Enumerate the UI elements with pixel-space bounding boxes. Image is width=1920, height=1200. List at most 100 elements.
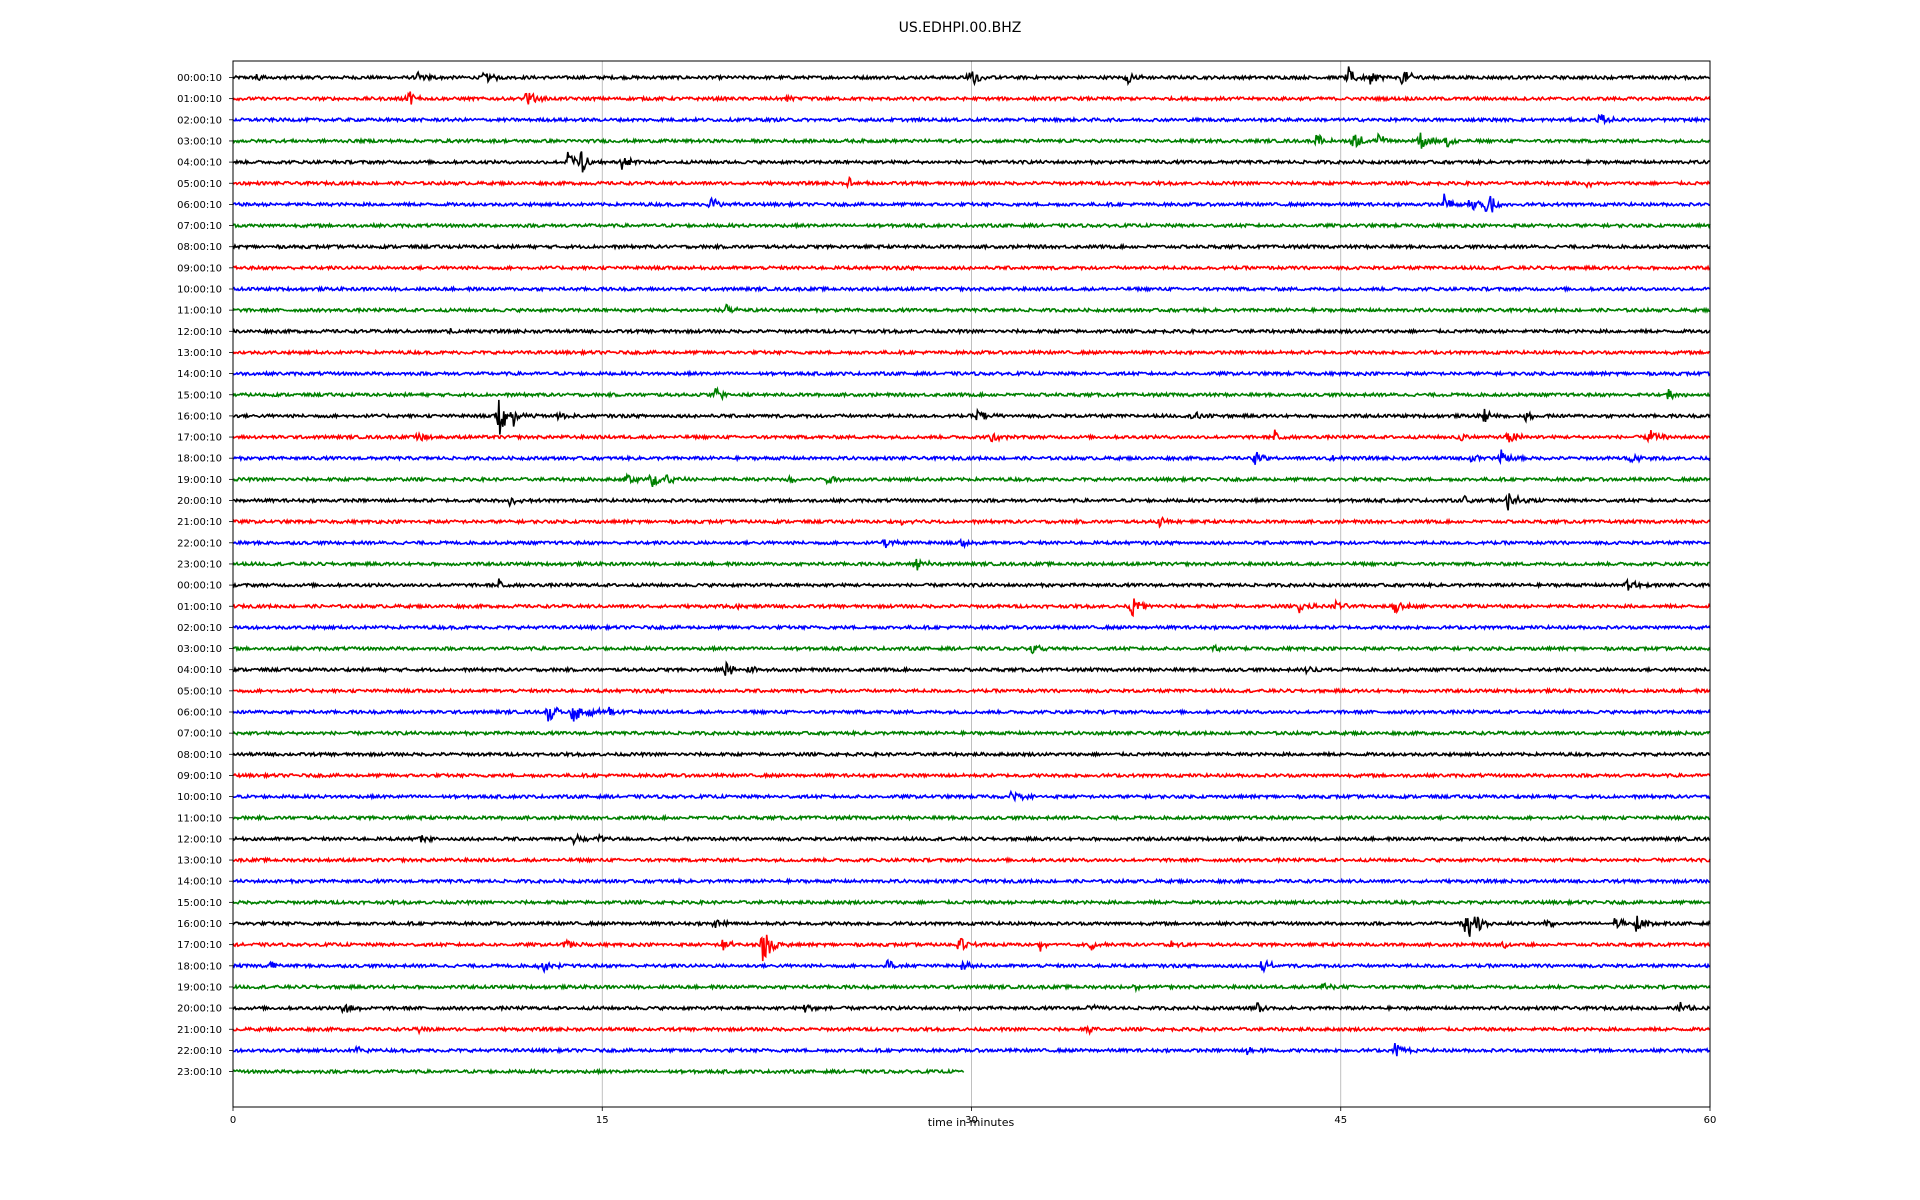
trace-row-46 xyxy=(232,1043,1711,1057)
trace-row-8 xyxy=(232,242,1711,251)
row-label-29: 05:00:10 xyxy=(177,686,222,697)
trace-row-47 xyxy=(232,1067,965,1076)
trace-row-14 xyxy=(232,369,1711,378)
row-label-14: 14:00:10 xyxy=(177,369,222,380)
trace-row-25 xyxy=(232,598,1711,618)
trace-row-33 xyxy=(232,771,1711,780)
trace-row-15 xyxy=(232,386,1711,402)
row-label-36: 12:00:10 xyxy=(177,834,222,845)
row-label-41: 17:00:10 xyxy=(177,940,222,951)
trace-row-20 xyxy=(232,493,1711,511)
trace-row-2 xyxy=(232,113,1711,126)
row-label-39: 15:00:10 xyxy=(177,898,222,909)
trace-row-28 xyxy=(232,660,1711,676)
trace-row-4 xyxy=(232,151,1711,173)
trace-row-13 xyxy=(232,348,1711,357)
x-tick-label-0: 0 xyxy=(230,1115,236,1126)
row-label-43: 19:00:10 xyxy=(177,982,222,993)
row-label-25: 01:00:10 xyxy=(177,602,222,613)
trace-row-3 xyxy=(232,132,1711,149)
row-label-33: 09:00:10 xyxy=(177,771,222,782)
row-label-10: 10:00:10 xyxy=(177,285,222,296)
row-label-21: 21:00:10 xyxy=(177,517,222,528)
row-label-9: 09:00:10 xyxy=(177,263,222,274)
row-label-8: 08:00:10 xyxy=(177,242,222,253)
x-tick-label-30: 30 xyxy=(965,1115,978,1126)
x-tick-label-45: 45 xyxy=(1334,1115,1347,1126)
row-label-4: 04:00:10 xyxy=(177,158,222,169)
row-label-19: 19:00:10 xyxy=(177,475,222,486)
trace-row-7 xyxy=(232,221,1711,230)
trace-row-5 xyxy=(232,175,1711,190)
trace-row-39 xyxy=(232,898,1711,907)
x-tick-label-60: 60 xyxy=(1704,1115,1717,1126)
trace-row-6 xyxy=(232,193,1711,213)
row-label-30: 06:00:10 xyxy=(177,708,222,719)
trace-row-23 xyxy=(232,557,1711,571)
x-axis-title: time in minutes xyxy=(928,1116,1015,1129)
trace-row-38 xyxy=(232,877,1711,886)
row-label-6: 06:00:10 xyxy=(177,200,222,211)
trace-row-44 xyxy=(232,1001,1711,1015)
row-label-24: 00:00:10 xyxy=(177,581,222,592)
row-label-3: 03:00:10 xyxy=(177,136,222,147)
trace-row-12 xyxy=(232,327,1711,336)
row-label-0: 00:00:10 xyxy=(177,73,222,84)
trace-row-34 xyxy=(232,789,1711,803)
trace-row-19 xyxy=(232,472,1711,488)
trace-row-32 xyxy=(232,750,1711,759)
row-label-12: 12:00:10 xyxy=(177,327,222,338)
trace-row-43 xyxy=(232,982,1711,994)
row-label-31: 07:00:10 xyxy=(177,729,222,740)
x-tick-label-15: 15 xyxy=(596,1115,609,1126)
trace-row-0 xyxy=(232,66,1711,87)
row-label-17: 17:00:10 xyxy=(177,433,222,444)
row-label-45: 21:00:10 xyxy=(177,1025,222,1036)
row-label-20: 20:00:10 xyxy=(177,496,222,507)
trace-row-22 xyxy=(232,537,1711,550)
x-axis-ticks: 0 15 30 45 60 xyxy=(230,1107,1717,1126)
trace-row-21 xyxy=(232,515,1711,529)
row-label-7: 07:00:10 xyxy=(177,221,222,232)
trace-layer xyxy=(232,66,1711,1076)
trace-row-18 xyxy=(232,449,1711,466)
row-label-5: 05:00:10 xyxy=(177,179,222,190)
row-label-47: 23:00:10 xyxy=(177,1067,222,1078)
row-label-38: 14:00:10 xyxy=(177,877,222,888)
trace-row-36 xyxy=(232,832,1711,847)
row-labels: 00:00:10 01:00:10 02:00:10 03:00:10 04:00:10… xyxy=(177,73,233,1078)
row-label-40: 16:00:10 xyxy=(177,919,222,930)
row-label-26: 02:00:10 xyxy=(177,623,222,634)
row-label-11: 11:00:10 xyxy=(177,306,222,317)
row-label-35: 11:00:10 xyxy=(177,813,222,824)
row-label-16: 16:00:10 xyxy=(177,411,222,422)
trace-row-24 xyxy=(232,577,1711,591)
row-label-18: 18:00:10 xyxy=(177,454,222,465)
trace-row-26 xyxy=(232,623,1711,632)
trace-row-35 xyxy=(232,813,1711,822)
row-label-27: 03:00:10 xyxy=(177,644,222,655)
row-label-34: 10:00:10 xyxy=(177,792,222,803)
trace-row-31 xyxy=(232,729,1711,738)
trace-row-10 xyxy=(232,285,1711,293)
trace-row-9 xyxy=(232,264,1711,272)
row-label-22: 22:00:10 xyxy=(177,538,222,549)
row-label-32: 08:00:10 xyxy=(177,750,222,761)
chart-title: US.EDHPI.00.BHZ xyxy=(898,20,1022,36)
row-label-42: 18:00:10 xyxy=(177,961,222,972)
trace-row-29 xyxy=(232,687,1711,695)
trace-row-42 xyxy=(232,958,1711,974)
row-label-37: 13:00:10 xyxy=(177,856,222,867)
trace-row-45 xyxy=(232,1024,1711,1036)
trace-row-16 xyxy=(232,399,1711,435)
trace-row-40 xyxy=(232,915,1711,937)
row-label-1: 01:00:10 xyxy=(177,94,222,105)
row-label-46: 22:00:10 xyxy=(177,1046,222,1057)
row-label-23: 23:00:10 xyxy=(177,559,222,570)
row-label-15: 15:00:10 xyxy=(177,390,222,401)
row-label-2: 02:00:10 xyxy=(177,115,222,126)
trace-row-17 xyxy=(232,429,1711,444)
trace-row-27 xyxy=(232,643,1711,655)
trace-row-11 xyxy=(232,303,1711,315)
